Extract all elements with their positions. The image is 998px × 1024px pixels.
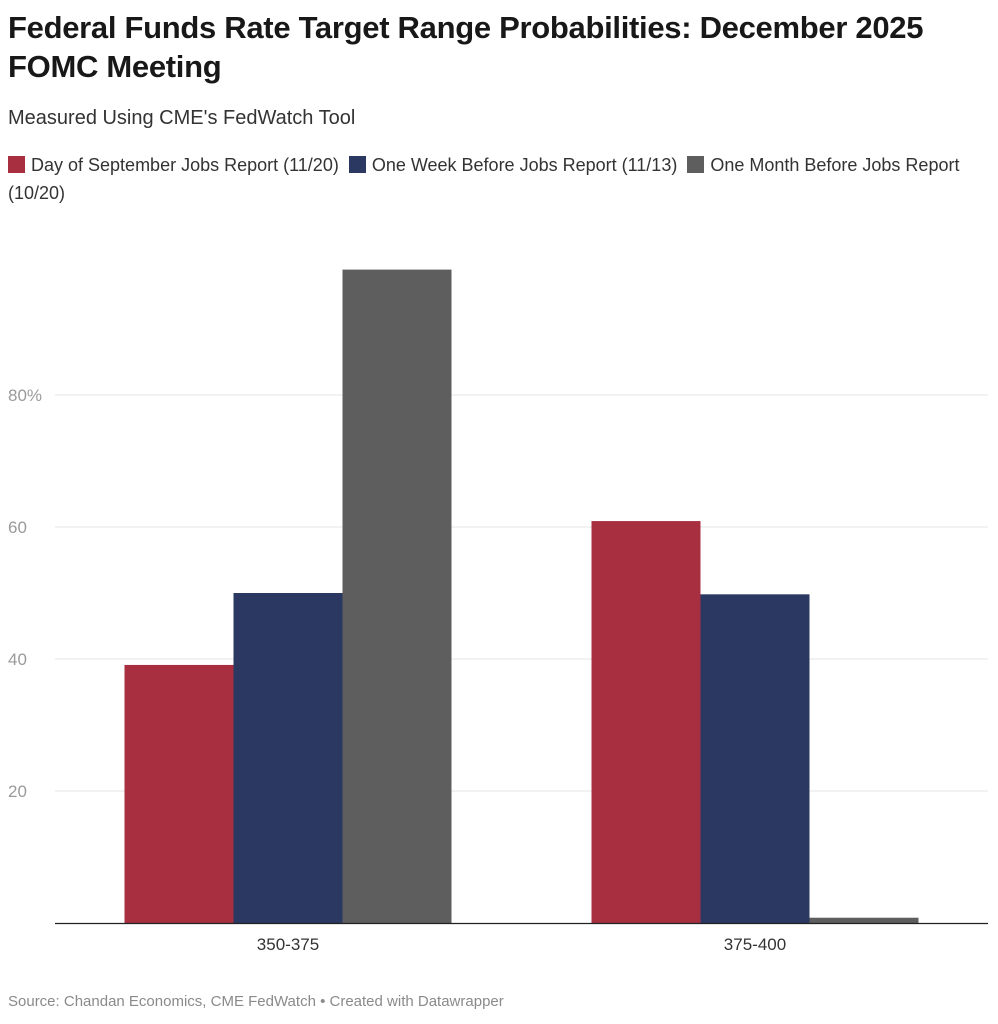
legend-item: One Month Before Jobs Report (10/20): [8, 155, 959, 203]
bar-375-400-series-0: [591, 521, 701, 923]
x-tick-label: 350-375: [257, 935, 319, 954]
chart-subtitle: Measured Using CME's FedWatch Tool: [8, 107, 356, 129]
bar-350-375-series-2: [342, 269, 452, 924]
legend-label: Day of September Jobs Report (11/20): [31, 155, 339, 175]
bar-350-375-series-1: [233, 593, 343, 923]
y-tick-label: 20: [8, 782, 27, 801]
legend-swatch: [687, 156, 705, 173]
x-tick-label: 375-400: [724, 935, 786, 954]
bar-375-400-series-1: [700, 594, 810, 923]
legend-label: One Month Before Jobs Report (10/20): [8, 155, 960, 203]
legend: Day of September Jobs Report (11/20) One …: [8, 151, 988, 207]
legend-label: One Week Before Jobs Report (11/13): [371, 155, 678, 175]
bar-350-375-series-0: [124, 664, 234, 923]
legend-item: One Week Before Jobs Report (11/13): [348, 155, 678, 175]
legend-swatch: [8, 156, 25, 173]
y-tick-label: 60: [8, 518, 27, 537]
bar-375-400-series-2: [809, 917, 919, 923]
legend-item: Day of September Jobs Report (11/20): [8, 155, 339, 175]
legend-swatch: [348, 156, 366, 173]
chart-title: Federal Funds Rate Target Range Probabil…: [8, 10, 924, 84]
y-tick-label: 40: [8, 650, 27, 669]
source-note: Source: Chandan Economics, CME FedWatch …: [8, 993, 504, 1010]
y-tick-label: 80%: [8, 386, 42, 405]
